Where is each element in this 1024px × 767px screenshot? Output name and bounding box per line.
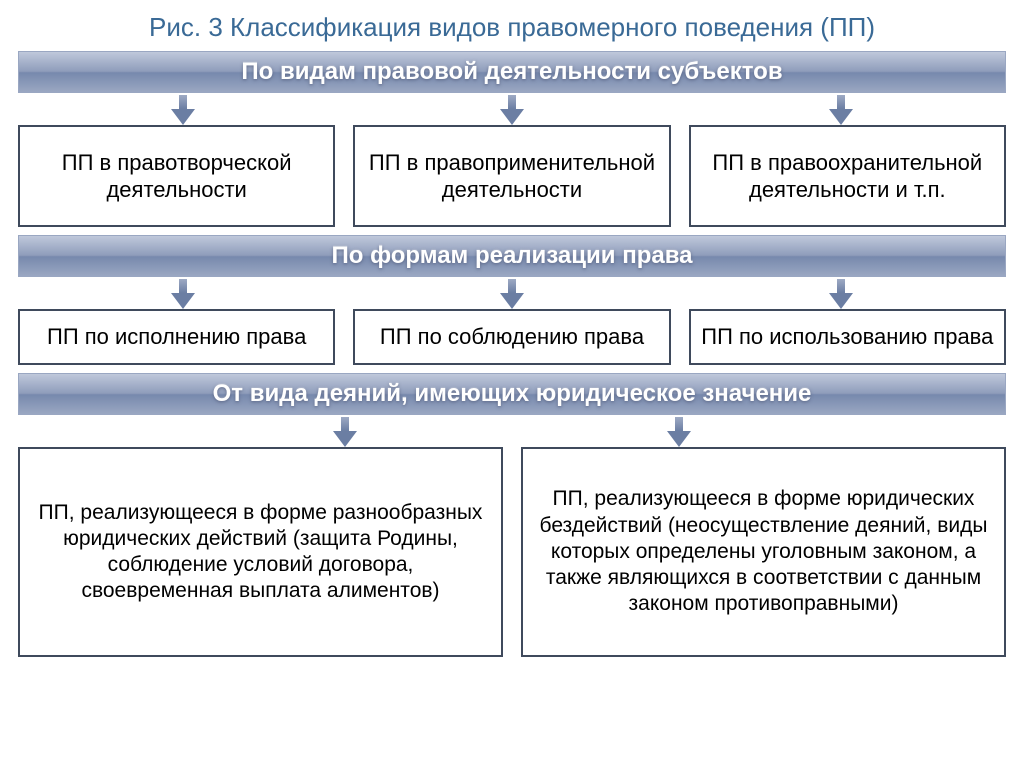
classification-box: ПП в правоохранительной деятельности и т… bbox=[689, 125, 1006, 227]
category-header-1: По видам правовой деятельности субъектов bbox=[18, 51, 1006, 93]
category-header-2: По формам реализации права bbox=[18, 235, 1006, 277]
classification-box: ПП по исполнению права bbox=[18, 309, 335, 365]
box-row-3: ПП, реализующееся в форме разнообразных … bbox=[18, 447, 1006, 657]
arrow-row-1 bbox=[18, 93, 1006, 125]
arrow-row-3 bbox=[18, 415, 1006, 447]
arrow-row-2 bbox=[18, 277, 1006, 309]
classification-box: ПП по соблюдению права bbox=[353, 309, 670, 365]
classification-box: ПП в правотворческой деятельности bbox=[18, 125, 335, 227]
category-header-3: От вида деяний, имеющих юридическое знач… bbox=[18, 373, 1006, 415]
classification-box: ПП, реализующееся в форме разнообразных … bbox=[18, 447, 503, 657]
classification-box: ПП, реализующееся в форме юридических бе… bbox=[521, 447, 1006, 657]
classification-box: ПП в правоприменительной деятельности bbox=[353, 125, 670, 227]
box-row-2: ПП по исполнению права ПП по соблюдению … bbox=[18, 309, 1006, 365]
diagram-title: Рис. 3 Классификация видов правомерного … bbox=[18, 12, 1006, 43]
classification-box: ПП по использованию права bbox=[689, 309, 1006, 365]
box-row-1: ПП в правотворческой деятельности ПП в п… bbox=[18, 125, 1006, 227]
